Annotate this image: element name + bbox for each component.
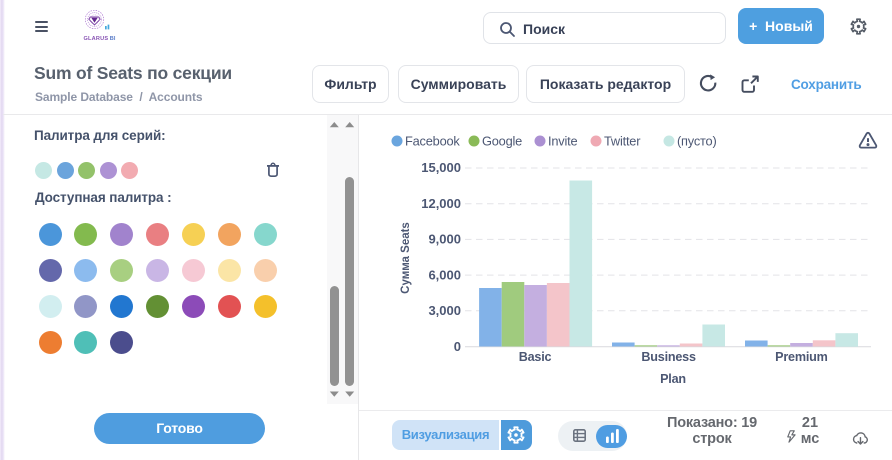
svg-text:Premium: Premium xyxy=(775,350,828,364)
svg-text:BI: BI xyxy=(110,36,116,42)
svg-text:Сумма Seats: Сумма Seats xyxy=(400,222,412,294)
svg-text:12,000: 12,000 xyxy=(421,196,461,211)
svg-text:3,000: 3,000 xyxy=(428,303,461,318)
svg-text:9,000: 9,000 xyxy=(428,232,461,247)
svg-text:6,000: 6,000 xyxy=(428,267,461,282)
svg-text:Basic: Basic xyxy=(519,350,552,364)
svg-text:Twitter: Twitter xyxy=(604,134,641,149)
svg-text:Invite: Invite xyxy=(548,134,577,149)
svg-text:Facebook: Facebook xyxy=(405,134,460,149)
svg-text:Plan: Plan xyxy=(660,372,686,386)
svg-text:0: 0 xyxy=(454,339,461,354)
svg-text:Business: Business xyxy=(641,350,696,364)
svg-text:GLARUS: GLARUS xyxy=(84,36,109,42)
svg-text:15,000: 15,000 xyxy=(421,160,461,175)
svg-text:(пусто): (пусто) xyxy=(677,134,717,149)
svg-text:Google: Google xyxy=(482,134,522,149)
